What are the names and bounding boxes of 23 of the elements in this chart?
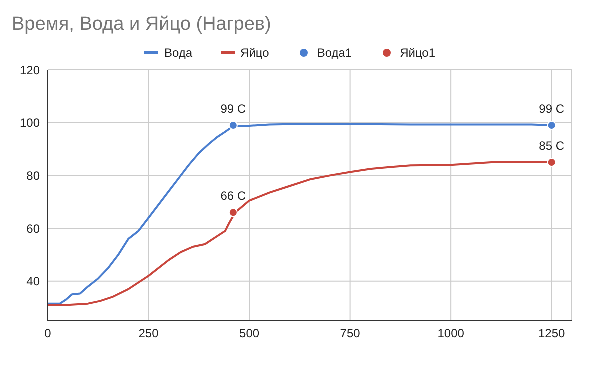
- point: [547, 158, 556, 167]
- x-tick-label: 750: [340, 326, 361, 341]
- point: [547, 120, 556, 130]
- data-label: 99 C: [539, 102, 565, 116]
- x-tick-label: 500: [240, 326, 260, 341]
- x-tick-label: 250: [138, 326, 160, 341]
- y-tick-label: 120: [20, 63, 40, 78]
- data-label: 66 C: [220, 189, 246, 204]
- data-label: 99 C: [220, 102, 246, 116]
- point: [228, 208, 238, 218]
- data-label: 85 C: [539, 138, 565, 153]
- y-tick-label: 100: [20, 116, 40, 130]
- legend-label: Вода1: [316, 46, 352, 60]
- y-tick-label: 40: [26, 274, 40, 289]
- x-tick-label: 0: [44, 326, 52, 341]
- x-tick-label: 1250: [538, 326, 566, 341]
- chart-title: Время, Вода и Яйцо (Нагрев): [12, 14, 272, 36]
- legend-label: Яйцо: [240, 46, 270, 60]
- legend-label: Вода: [163, 46, 193, 60]
- y-tick-label: 60: [26, 222, 40, 236]
- x-tick-label: 1000: [438, 326, 465, 341]
- legend-label: Яйцо1: [399, 46, 436, 60]
- y-tick-label: 80: [26, 168, 40, 183]
